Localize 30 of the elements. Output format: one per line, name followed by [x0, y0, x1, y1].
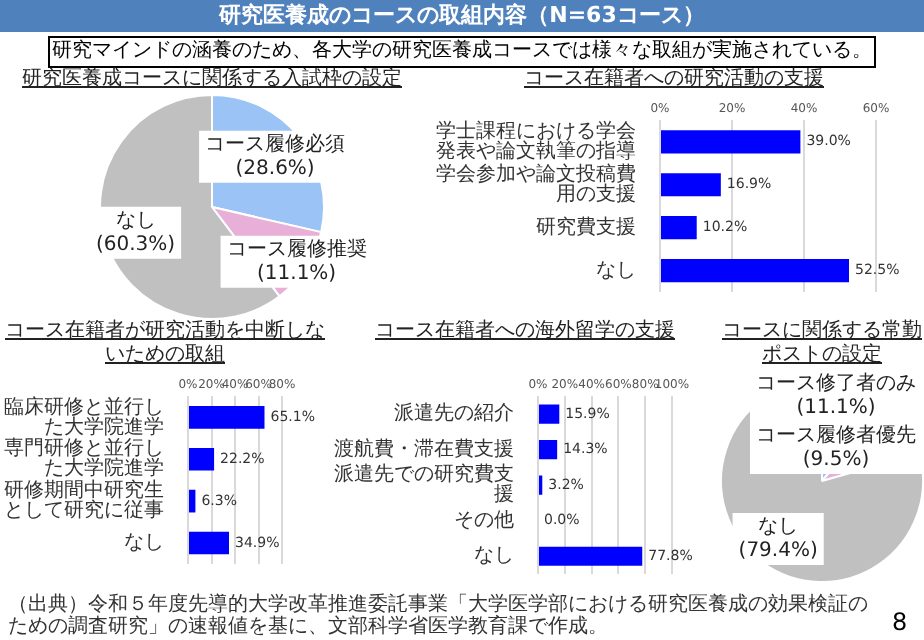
y-tick-label: その他 [454, 507, 514, 532]
y-tick-label: 臨床研修と並行した大学院進学 [4, 394, 164, 439]
slice-label: コース修了者のみ [756, 371, 916, 396]
slice-label: なし [758, 516, 799, 539]
chart-title: コース在籍者への海外留学の支援 [373, 320, 677, 346]
chart-title: コース在籍者への研究活動の支援 [522, 68, 826, 94]
text: 研究医養成のコースの取組内容（N=63コース） [0, 0, 924, 32]
y-tick-label: 派遣先の紹介 [394, 401, 514, 426]
data-label: (60.3%) [95, 233, 176, 256]
y-tick-label: 学士課程における学会発表や論文執筆の指導 [436, 119, 636, 164]
chart-title: コースに関係する常勤ポストの設定 [720, 320, 924, 370]
y-tick-label: なし [596, 259, 636, 282]
y-tick-label: 研修期間中研究生として研究に従事 [4, 478, 164, 523]
data-label: (11.1%) [257, 263, 337, 285]
text: 8 [892, 608, 908, 636]
text: 研究マインドの涵養のため、各大学の研究医養成コースでは様々な取組が実施されている。 [48, 36, 876, 68]
slice-label: コース履修推奨 [226, 237, 367, 261]
chart-title: 研究医養成コースに関係する入試枠の設定 [20, 68, 404, 94]
chart-title: コース在籍者が研究活動を中断しないための取組 [3, 320, 327, 370]
y-tick-label: 渡航費・滞在費支援 [334, 436, 514, 461]
y-tick-label: 学会参加や論文投稿費用の支援 [436, 161, 636, 206]
data-label: (79.4%) [738, 540, 818, 563]
y-tick-label: 研究費支援 [536, 214, 636, 239]
slice-label: コース履修必須 [205, 131, 346, 156]
y-tick-label: なし [474, 545, 514, 568]
text: （出典）令和５年度先導的大学改革推進委託事業「大学医学部における研究医養成の効果検証のための調査研究」の速報値を基に、文部科学省医学教育課で作成。 [8, 594, 870, 638]
y-tick-label: 専門研修と並行した大学院進学 [4, 436, 164, 481]
y-tick-label: なし [124, 532, 164, 555]
y-tick-label: 派遣先での研究費支援 [334, 462, 514, 507]
data-label: (28.6%) [235, 157, 315, 180]
